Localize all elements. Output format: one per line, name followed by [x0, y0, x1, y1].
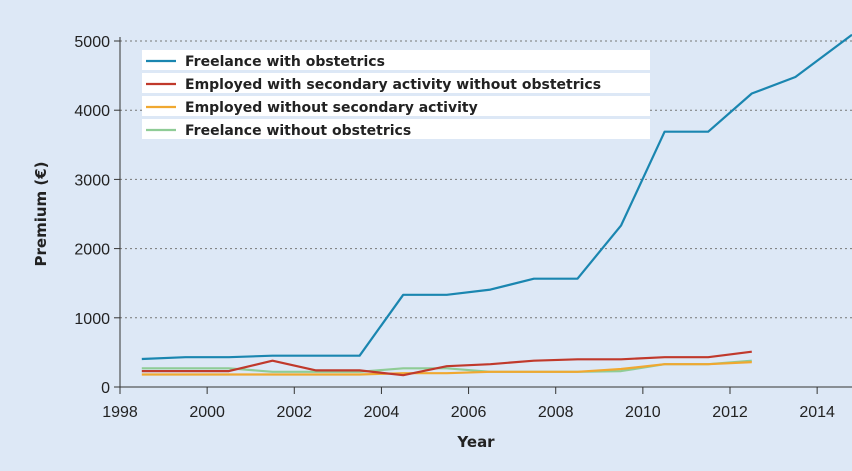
x-tick-label: 2012 — [712, 404, 748, 421]
x-tick-label: 2002 — [276, 404, 312, 421]
legend-label-2: Employed with secondary activity without… — [185, 77, 601, 93]
y-tick-label: 0 — [101, 380, 110, 397]
y-tick-label: 4000 — [74, 103, 110, 120]
x-tick-label: 2004 — [364, 404, 400, 421]
tick-labels: 0 1000 2000 3000 4000 5000 1998 2000 2002 2004 200… — [74, 34, 835, 421]
legend-item-background — [142, 119, 650, 139]
y-tick-label: 2000 — [74, 242, 110, 259]
x-tick-label: 1998 — [102, 404, 138, 421]
axes — [114, 37, 852, 394]
legend: Freelance with obstetrics Employed with s… — [142, 50, 650, 139]
series-line-1 — [141, 33, 852, 361]
series-line-2 — [141, 350, 752, 377]
x-tick-label: 2014 — [799, 404, 835, 421]
y-tick-label: 3000 — [74, 172, 110, 189]
legend-item-background — [142, 73, 650, 93]
legend-label-3: Employed without secondary activity — [185, 100, 478, 116]
legend-item-background — [142, 50, 650, 70]
y-tick-label: 1000 — [74, 311, 110, 328]
y-tick-label: 5000 — [74, 34, 110, 51]
legend-label-4: Freelance without obstetrics — [185, 123, 411, 139]
x-axis-title: Year — [456, 433, 495, 451]
x-tick-label: 2000 — [189, 404, 225, 421]
x-tick-label: 2008 — [538, 404, 574, 421]
y-axis-title: Premium (€) — [32, 161, 50, 266]
series-lines — [141, 33, 852, 377]
x-tick-label: 2010 — [625, 404, 661, 421]
x-tick-label: 2006 — [451, 404, 487, 421]
legend-item-background — [142, 96, 650, 116]
legend-label-1: Freelance with obstetrics — [185, 54, 385, 70]
series-line-3 — [141, 361, 752, 376]
